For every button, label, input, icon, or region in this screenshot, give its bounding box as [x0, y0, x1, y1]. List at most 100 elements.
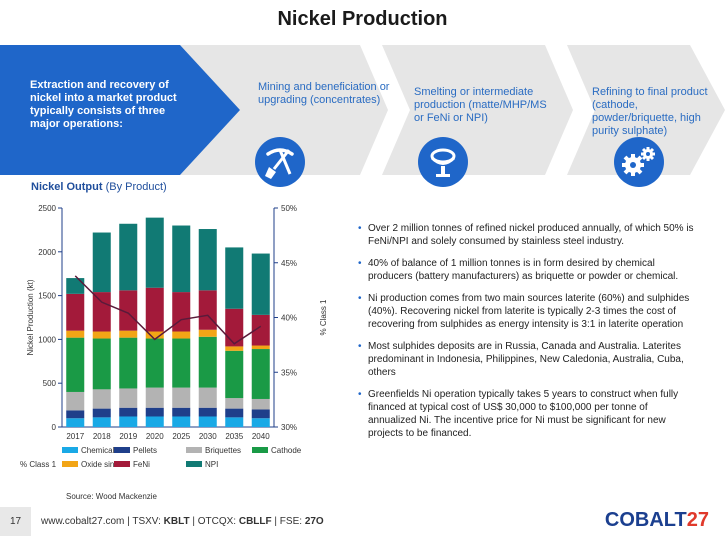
legend-swatch [186, 447, 202, 453]
bar-segment-cathode [198, 336, 217, 388]
legend-swatch [252, 447, 268, 453]
fse-label: | FSE: [271, 516, 305, 527]
legend-swatch [114, 461, 130, 467]
page-number: 17 [0, 507, 31, 536]
bar-segment-cathode [251, 349, 270, 399]
otc-ticker: CBLLF [238, 516, 272, 527]
bar-segment-oxide-sinter [172, 331, 191, 339]
bar-segment-oxide-sinter [92, 331, 111, 339]
bar-segment-cathode [119, 337, 138, 389]
bar-segment-npi [198, 229, 217, 291]
bar-segment-npi [119, 223, 138, 291]
bar-segment-feni [66, 293, 85, 331]
bar-segment-cathode [145, 338, 164, 388]
bar-segment-feni [92, 292, 111, 332]
bar-segment-oxide-sinter [119, 330, 138, 338]
legend-label: Pellets [133, 446, 157, 455]
bar-segment-feni [198, 290, 217, 330]
pickaxe-shovel-icon [255, 137, 305, 187]
bar-segment-chemicals [198, 416, 217, 427]
y2-axis-title: % Class 1 [319, 299, 328, 336]
bar-segment-chemicals [251, 418, 270, 427]
bullet-item: Ni production comes from two main source… [358, 292, 698, 331]
bar-segment-cathode [172, 338, 191, 388]
bar-segment-briquettes [251, 398, 270, 410]
legend-swatch [186, 461, 202, 467]
footer: 17 www.cobalt27.com | TSXV: KBLT | OTCQX… [0, 507, 725, 536]
bar-segment-pellets [145, 407, 164, 417]
y2-tick-label: 35% [281, 368, 297, 377]
x-tick-label: 2018 [93, 432, 111, 441]
bar-segment-feni [172, 292, 191, 332]
bar-segment-chemicals [119, 416, 138, 427]
page-title: Nickel Production [277, 8, 448, 30]
logo-number: 27 [686, 509, 709, 531]
bar-segment-pellets [198, 407, 217, 417]
process-intro: Extraction and recovery of nickel into a… [30, 79, 177, 130]
y2-tick-label: 50% [281, 204, 297, 213]
y2-tick-label: 45% [281, 259, 297, 268]
legend-label: NPI [205, 460, 218, 469]
y-tick-label: 2000 [38, 248, 56, 257]
x-tick-label: 2040 [252, 432, 270, 441]
bar-segment-chemicals [66, 418, 85, 427]
legend-label: Oxide sinter [81, 460, 124, 469]
site-link[interactable]: www.cobalt27.com | TSXV: [41, 516, 164, 527]
bullet-list: Over 2 million tonnes of refined nickel … [358, 222, 698, 449]
gears-icon [614, 137, 664, 187]
x-tick-label: 2025 [172, 432, 190, 441]
bar-segment-chemicals [172, 416, 191, 427]
bar-segment-npi [92, 232, 111, 293]
bar-segment-briquettes [225, 398, 244, 409]
bar-segment-chemicals [145, 416, 164, 427]
bullet-item: Most sulphides deposits are in Russia, C… [358, 340, 698, 379]
bar-segment-pellets [172, 407, 191, 417]
bar-segment-pellets [251, 409, 270, 419]
x-tick-label: 2017 [66, 432, 84, 441]
bar-segment-cathode [92, 338, 111, 390]
bar-segment-briquettes [145, 387, 164, 408]
y-tick-label: 0 [52, 423, 57, 432]
step-mining-label: Mining and beneficiation or upgrading (c… [258, 81, 390, 106]
chart-heading: Nickel Output (By Product) [31, 181, 167, 193]
cobalt27-logo: COBALT27 [605, 509, 709, 532]
bar-segment-chemicals [92, 417, 111, 427]
bar-segment-npi [251, 253, 270, 315]
bullet-item: 40% of balance of 1 million tonnes is in… [358, 257, 698, 283]
ladle-icon [418, 137, 468, 187]
bar-segment-oxide-sinter [251, 345, 270, 350]
bar-segment-cathode [66, 337, 85, 392]
chart-heading-sub: (By Product) [102, 181, 167, 193]
bar-segment-npi [225, 247, 244, 309]
y-tick-label: 2500 [38, 204, 56, 213]
legend-swatch [62, 447, 78, 453]
tsxv-ticker: KBLT [163, 516, 190, 527]
y-tick-label: 1000 [38, 335, 56, 344]
legend-label: FeNi [133, 460, 150, 469]
bar-segment-briquettes [66, 391, 85, 411]
legend-label: Cathode [271, 446, 302, 455]
legend-label: Chemicals [81, 446, 118, 455]
nickel-output-chart: 0 500 1000 1500 2000 2500 30% 35% 40% 45% 50% 2017 2… [20, 204, 328, 469]
bar-segment-feni [225, 308, 244, 347]
bar-segment-npi [172, 225, 191, 293]
bar-segment-feni [119, 290, 138, 331]
bar-segment-chemicals [225, 417, 244, 427]
logo-word: COBALT [604, 509, 687, 531]
y2-tick-label: 30% [281, 423, 297, 432]
bar-segment-pellets [119, 407, 138, 417]
bar-segment-briquettes [198, 387, 217, 408]
x-tick-label: 2020 [146, 432, 164, 441]
bar-segment-briquettes [92, 389, 111, 409]
bar-segment-oxide-sinter [145, 331, 164, 339]
y-tick-label: 500 [43, 379, 57, 388]
otc-label: | OTCQX: [189, 516, 239, 527]
chart-heading-bold: Nickel Output [31, 181, 103, 193]
bullet-item: Over 2 million tonnes of refined nickel … [358, 222, 698, 248]
process-band: Extraction and recovery of nickel into a… [0, 45, 725, 187]
bar-segment-pellets [92, 408, 111, 418]
bar-segment-briquettes [119, 388, 138, 408]
fse-ticker: 27O [304, 516, 324, 527]
bar-segment-cathode [225, 350, 244, 399]
bar-segment-feni [251, 314, 270, 346]
